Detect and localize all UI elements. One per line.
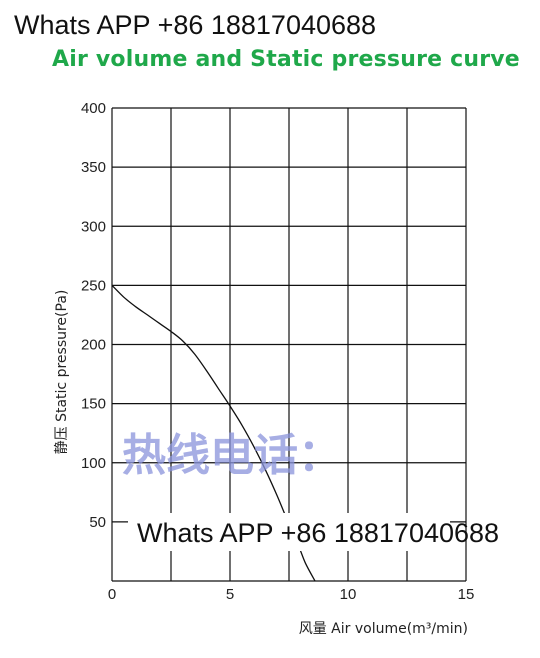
x-tick-label: 10 [340, 586, 357, 603]
x-axis-label: 风量 Air volume(m³/min) [299, 621, 468, 637]
y-axis-label: 静压 Static pressure(Pa) [54, 290, 70, 455]
watermark-layer: 热线电话： Whats APP +86 18817040688 [122, 430, 499, 551]
y-tick-label: 50 [89, 514, 106, 531]
chart-title: Air volume and Static pressure curve [52, 47, 520, 72]
y-tick-label: 350 [81, 159, 106, 176]
grid-layer [111, 107, 467, 582]
x-tick-label: 5 [226, 586, 234, 603]
y-tick-label: 200 [81, 337, 106, 354]
y-tick-label: 100 [81, 455, 106, 472]
watermark-cn-text: 热线电话： [122, 430, 342, 481]
watermark-en-text: Whats APP +86 18817040688 [137, 518, 499, 548]
x-tick-label: 15 [458, 586, 475, 603]
y-tick-label: 400 [81, 100, 106, 117]
header-contact-text: Whats APP +86 18817040688 [14, 10, 377, 40]
y-tick-label: 150 [81, 396, 106, 413]
y-tick-label: 250 [81, 277, 106, 294]
tick-labels: 50 100 150 200 250 300 350 400 0 5 10 15 [81, 100, 474, 603]
x-tick-label: 0 [108, 586, 116, 603]
y-tick-label: 300 [81, 218, 106, 235]
watermark-en-backdrop [128, 513, 450, 551]
